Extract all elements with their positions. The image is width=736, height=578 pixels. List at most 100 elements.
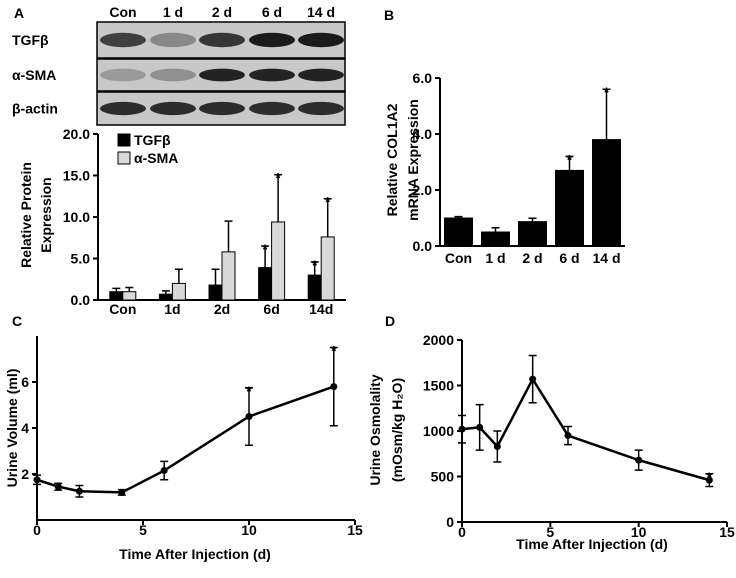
error-bar xyxy=(565,155,574,171)
blot-band xyxy=(150,32,196,48)
blot-band xyxy=(298,68,344,82)
y-tick-label: 4 xyxy=(21,420,29,436)
significance-star: * xyxy=(707,469,713,485)
y-tick-label: 10.0 xyxy=(63,209,90,225)
blot-band xyxy=(199,101,245,116)
significance-star: * xyxy=(331,343,337,359)
y-axis-label: (mOsm/kg H₂O) xyxy=(389,378,405,482)
data-point xyxy=(330,383,338,391)
x-tick-label: 15 xyxy=(347,522,363,538)
blot-band xyxy=(199,68,245,82)
x-axis-label: Time After Injection (d) xyxy=(516,536,668,552)
y-tick-label: 500 xyxy=(431,469,455,485)
y-axis-label: Relative COL1A2 xyxy=(384,103,400,216)
error-bar xyxy=(491,227,500,232)
error-bar xyxy=(528,217,537,222)
blot-band xyxy=(298,32,344,48)
significance-star: * xyxy=(275,170,281,186)
bar xyxy=(122,291,137,301)
bar xyxy=(592,139,621,247)
blot-band xyxy=(249,32,295,48)
blot-band xyxy=(298,101,344,116)
significance-star: * xyxy=(246,383,252,399)
data-point xyxy=(118,488,126,496)
x-tick-label: 1 d xyxy=(485,250,505,266)
y-axis-label: Relative Protein xyxy=(18,162,34,268)
y-tick-label: 2.0 xyxy=(413,182,433,198)
bar xyxy=(307,274,322,301)
y-axis-label: Expression xyxy=(38,177,54,252)
data-point xyxy=(529,375,537,383)
y-tick-label: 4.0 xyxy=(413,126,433,142)
x-tick-label: 6d xyxy=(263,301,279,317)
error-bar xyxy=(323,197,332,237)
data-point xyxy=(160,467,168,475)
blot-band xyxy=(100,68,146,82)
x-tick-label: 5 xyxy=(546,524,554,540)
bar xyxy=(171,282,186,301)
error-bar xyxy=(125,286,134,292)
x-tick-label: 14d xyxy=(309,301,333,317)
bar xyxy=(258,267,273,301)
lane-label: 2 d xyxy=(212,4,232,20)
data-point xyxy=(458,425,466,433)
legend-label: α-SMA xyxy=(134,150,178,166)
y-tick-label: 0.0 xyxy=(413,238,433,254)
panel-letter: B xyxy=(384,7,394,23)
data-point xyxy=(54,483,62,491)
x-tick-label: 0 xyxy=(458,524,466,540)
error-bar xyxy=(274,173,283,222)
legend-label: TGFβ xyxy=(134,132,171,148)
bar xyxy=(221,251,236,301)
bar xyxy=(271,221,286,301)
error-bar xyxy=(174,268,183,284)
row-label: α-SMA xyxy=(12,67,56,83)
blot-band xyxy=(150,68,196,82)
data-point xyxy=(75,487,83,495)
x-tick-label: 2d xyxy=(214,301,230,317)
significance-star: * xyxy=(604,84,610,100)
lane-label: 14 d xyxy=(307,4,335,20)
y-tick-label: 6 xyxy=(21,374,29,390)
y-tick-label: 20.0 xyxy=(63,126,90,142)
legend-swatch xyxy=(117,151,131,165)
x-tick-label: 10 xyxy=(241,522,257,538)
blot-band xyxy=(199,32,245,48)
data-point xyxy=(476,423,484,431)
error-bar xyxy=(224,220,233,252)
y-axis-label: Urine Volume (ml) xyxy=(4,369,20,488)
bar xyxy=(208,284,223,301)
x-tick-label: Con xyxy=(109,301,136,317)
bar xyxy=(320,236,335,301)
x-tick-label: 15 xyxy=(719,524,735,540)
x-axis-label: Time After Injection (d) xyxy=(119,546,271,562)
significance-star: * xyxy=(312,257,318,273)
error-bar xyxy=(161,290,170,295)
error-bar xyxy=(261,245,270,268)
error-bar xyxy=(602,88,611,140)
bar xyxy=(444,217,473,247)
error-bar xyxy=(310,261,319,276)
data-point xyxy=(705,476,713,484)
bar xyxy=(518,221,547,247)
data-point xyxy=(493,442,501,450)
bar xyxy=(481,231,510,247)
error-bar xyxy=(112,287,121,292)
lane-label: 1 d xyxy=(163,4,183,20)
bar xyxy=(555,169,584,247)
blot-band xyxy=(249,68,295,82)
x-tick-label: 14 d xyxy=(592,250,620,266)
data-line xyxy=(36,385,335,494)
lane-label: 6 d xyxy=(262,4,282,20)
y-axis-label: Urine Osmolality xyxy=(367,374,383,485)
y-tick-label: 2 xyxy=(21,466,29,482)
x-tick-label: 1d xyxy=(164,301,180,317)
bar xyxy=(109,291,124,301)
data-line xyxy=(461,376,710,482)
y-tick-label: 2000 xyxy=(423,332,454,348)
y-tick-label: 0.0 xyxy=(71,292,91,308)
y-tick-label: 5.0 xyxy=(71,251,91,267)
lane-label: Con xyxy=(109,4,136,20)
row-label: TGFβ xyxy=(12,32,49,48)
